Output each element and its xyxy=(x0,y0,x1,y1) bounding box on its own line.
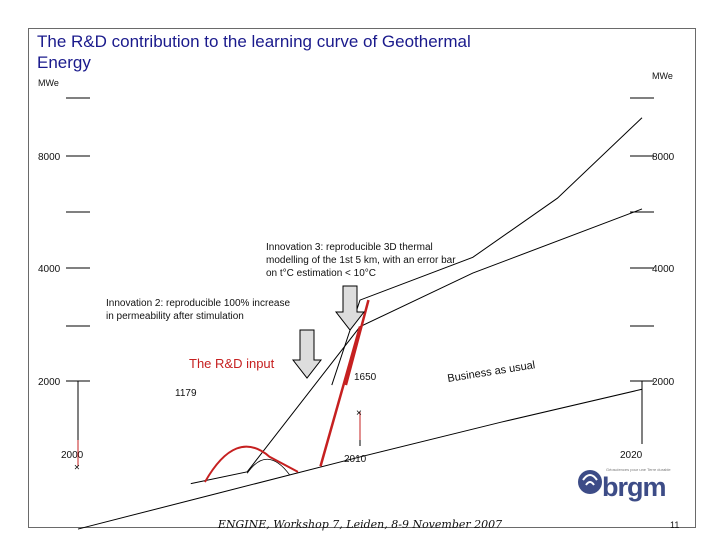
series-line-with-innovation-2 xyxy=(190,208,643,485)
rd-curve-red xyxy=(204,445,299,483)
rd-bump-line xyxy=(246,458,290,475)
point-label-1650: 1650 xyxy=(354,372,377,383)
page-number: 11 xyxy=(670,520,680,530)
slide-frame xyxy=(28,28,696,528)
y-tick-label-right: 4000 xyxy=(652,264,675,275)
rd-segment-red-1 xyxy=(319,326,362,467)
annotation-innovation-3: Innovation 3: reproducible 3D thermal mod… xyxy=(266,242,456,279)
slide-title: The R&D contribution to the learning cur… xyxy=(37,32,471,72)
point-label-1179: 1179 xyxy=(175,388,197,399)
y-tick-label-right: 2000 xyxy=(652,377,675,388)
y-tick-label-left: 4000 xyxy=(38,264,61,275)
x-tick-label: 2020 xyxy=(620,450,643,461)
annotation-rd-input: The R&D input xyxy=(189,356,275,371)
annotation-business-as-usual: Business as usual xyxy=(447,359,536,385)
x-tick-label: 2000 xyxy=(61,450,84,461)
logo-tagline: Géosciences pour une Terre durable xyxy=(606,467,671,472)
innovation-3-arrow xyxy=(334,285,366,331)
annotation-innovation-2: Innovation 2: reproducible 100% increase… xyxy=(106,298,290,322)
point-marker: × xyxy=(356,408,362,419)
footer-text: ENGINE, Workshop 7, Leiden, 8-9 November… xyxy=(217,518,503,531)
logo-mark-arc-icon xyxy=(582,474,598,481)
x-tick-label: 2010 xyxy=(344,454,367,465)
series-line-business-as-usual xyxy=(77,388,643,530)
y-axis-label-right: MWe xyxy=(652,71,673,81)
point-marker: × xyxy=(74,462,80,473)
y-axis-label-left: MWe xyxy=(38,78,59,88)
rd-segment-red-2 xyxy=(344,299,370,386)
y-tick-label-left: 2000 xyxy=(38,377,61,388)
logo-mark-arc-icon xyxy=(585,481,595,486)
y-tick-label-left: 8000 xyxy=(38,152,61,163)
innovation-2-arrow xyxy=(291,329,323,379)
y-tick-label-right: 8000 xyxy=(652,152,675,163)
brgm-logo: brgm xyxy=(602,472,666,502)
